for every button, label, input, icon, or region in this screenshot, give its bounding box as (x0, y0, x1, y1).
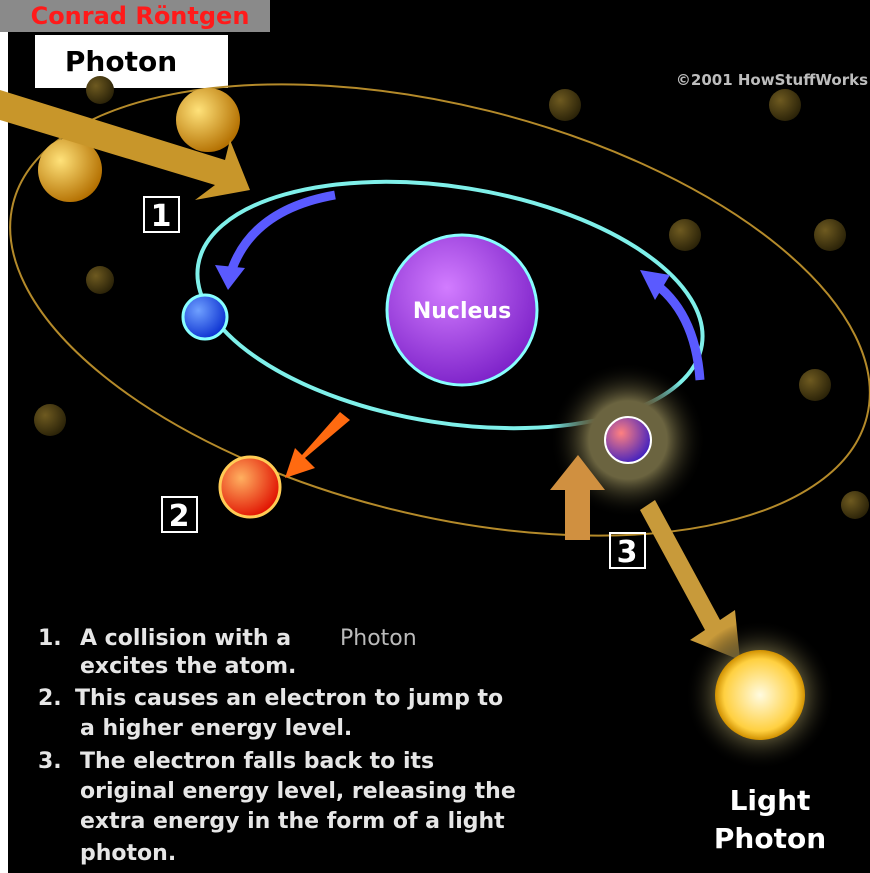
jump-arrow (285, 412, 350, 478)
step-number: 3 (617, 535, 638, 570)
dim-particles (34, 76, 869, 519)
inserted-word: Photon (340, 626, 417, 651)
step-number: 1 (151, 199, 172, 234)
title: Photon (65, 45, 177, 78)
step-number: 2 (169, 499, 190, 534)
photon-label: Light (730, 784, 811, 817)
list-line: original energy level, releasing the (80, 779, 516, 804)
list-line: extra energy in the form of a light (80, 809, 505, 834)
list-line: A collision with a (80, 626, 291, 651)
list-line: This causes an electron to jump to (75, 686, 503, 711)
orbit-arrowhead (215, 265, 245, 290)
step-box (143, 196, 180, 233)
list-line: a higher energy level. (80, 716, 352, 741)
list-line: The electron falls back to its (80, 749, 434, 774)
steps-list: 1. A collision with a Photon excites the… (38, 626, 516, 866)
inner-orbit (195, 179, 705, 431)
list-line: photon. (80, 841, 176, 866)
step-box (161, 496, 198, 533)
particle (176, 88, 240, 152)
nucleus (385, 233, 539, 387)
particle (38, 138, 102, 202)
fall-arrow (550, 455, 605, 540)
credit: ©2001 HowStuffWorks (676, 71, 868, 89)
nucleus-label: Nucleus (413, 299, 511, 324)
portrait-strip (0, 0, 270, 32)
photon-label: Photon (714, 822, 826, 855)
emission-arrow (640, 500, 740, 660)
orbit-arrow (225, 190, 336, 277)
list-number: 1. (38, 626, 62, 651)
orbit-arrowhead (640, 270, 670, 300)
light-photon (715, 650, 805, 740)
step-box (609, 532, 646, 569)
outer-orbit (9, 83, 870, 537)
electron (181, 293, 229, 341)
list-line: excites the atom. (80, 654, 296, 679)
falling-electron (604, 416, 652, 464)
incoming-arrow (0, 90, 250, 200)
title-box (35, 35, 228, 88)
list-number: 3. (38, 749, 62, 774)
excited-electron (218, 455, 282, 519)
caption: Conrad Röntgen (31, 2, 250, 30)
list-number: 2. (38, 686, 62, 711)
